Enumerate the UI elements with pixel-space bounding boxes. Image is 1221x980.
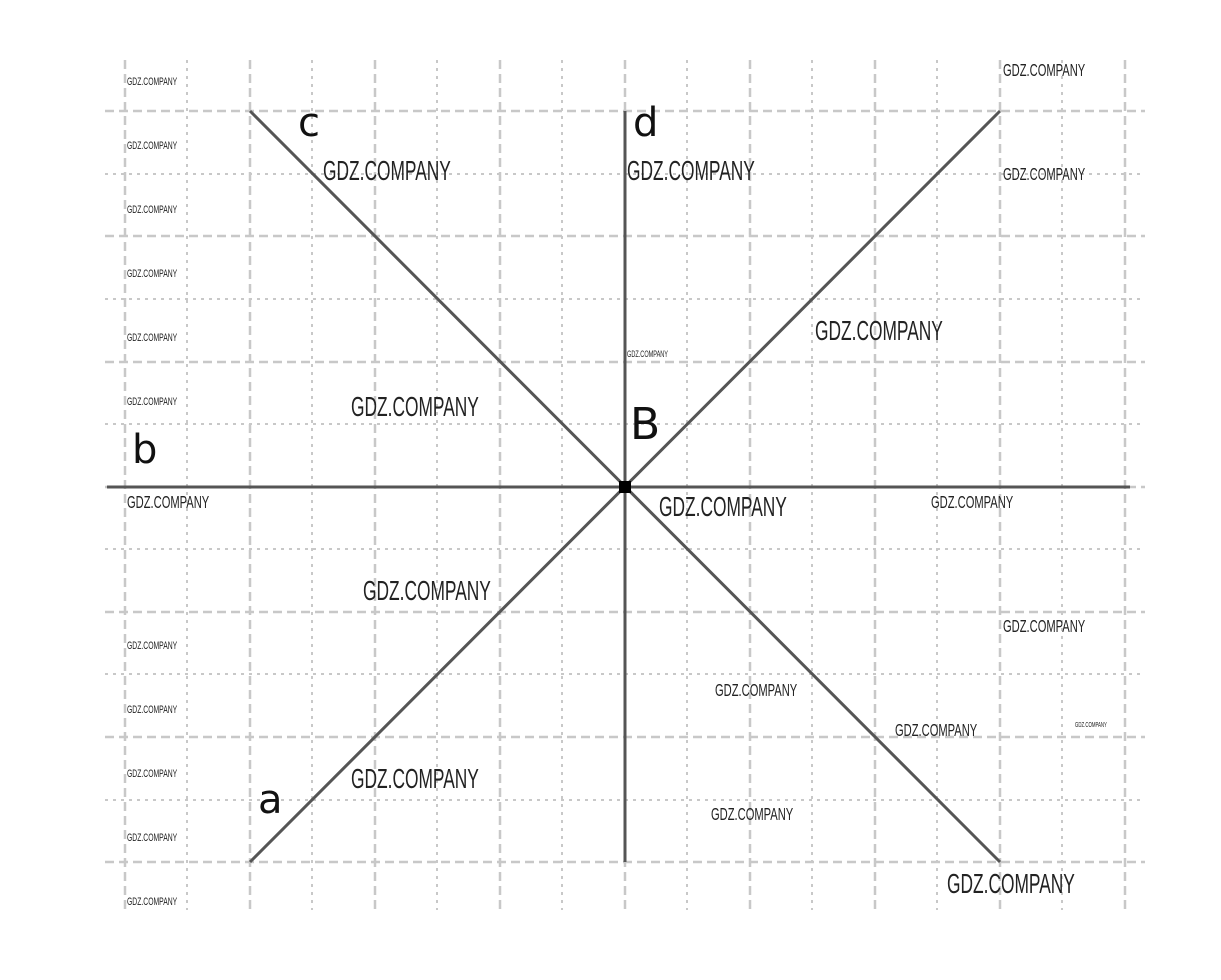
watermark-text: GDZ.COMPANY [363,575,491,606]
watermark-text: GDZ.COMPANY [127,703,177,715]
watermark-text: GDZ.COMPANY [1003,616,1085,636]
label-c: c [298,100,320,146]
watermark-text: GDZ.COMPANY [1003,60,1085,80]
watermark-text: GDZ.COMPANY [627,155,755,186]
watermark-text: GDZ.COMPANY [351,763,479,794]
label-d: d [633,100,658,146]
watermark-text: GDZ.COMPANY [1075,722,1107,729]
watermark-text: GDZ.COMPANY [931,492,1013,512]
watermark-text: GDZ.COMPANY [127,267,177,279]
watermark-text: GDZ.COMPANY [127,492,209,512]
label-b: b [132,427,157,473]
watermark-text: GDZ.COMPANY [127,203,177,215]
point-B-marker [619,481,631,493]
watermark-text: GDZ.COMPANY [127,831,177,843]
watermark-text: GDZ.COMPANY [351,391,479,422]
watermark-text: GDZ.COMPANY [127,395,177,407]
watermark-text: GDZ.COMPANY [947,868,1075,899]
watermark-text: GDZ.COMPANY [127,639,177,651]
watermark-text: GDZ.COMPANY [659,491,787,522]
watermark-text: GDZ.COMPANY [715,680,797,700]
watermark-text: GDZ.COMPANY [711,804,793,824]
watermarks: GDZ.COMPANY GDZ.COMPANY GDZ.COMPANY GDZ.COM… [127,60,1107,907]
watermark-text: GDZ.COMPANY [127,139,177,151]
watermark-text: GDZ.COMPANY [323,155,451,186]
watermark-text: GDZ.COMPANY [127,331,177,343]
labels: a b c d B [132,100,660,823]
watermark-text: GDZ.COMPANY [815,315,943,346]
label-a: a [258,777,283,823]
watermark-text: GDZ.COMPANY [127,767,177,779]
watermark-text: GDZ.COMPANY [1003,164,1085,184]
watermark-text: GDZ.COMPANY [627,349,668,360]
label-point-B: B [630,399,660,450]
lines [107,109,1130,864]
watermark-text: GDZ.COMPANY [895,720,977,740]
watermark-text: GDZ.COMPANY [127,75,177,87]
watermark-text: GDZ.COMPANY [127,895,177,907]
